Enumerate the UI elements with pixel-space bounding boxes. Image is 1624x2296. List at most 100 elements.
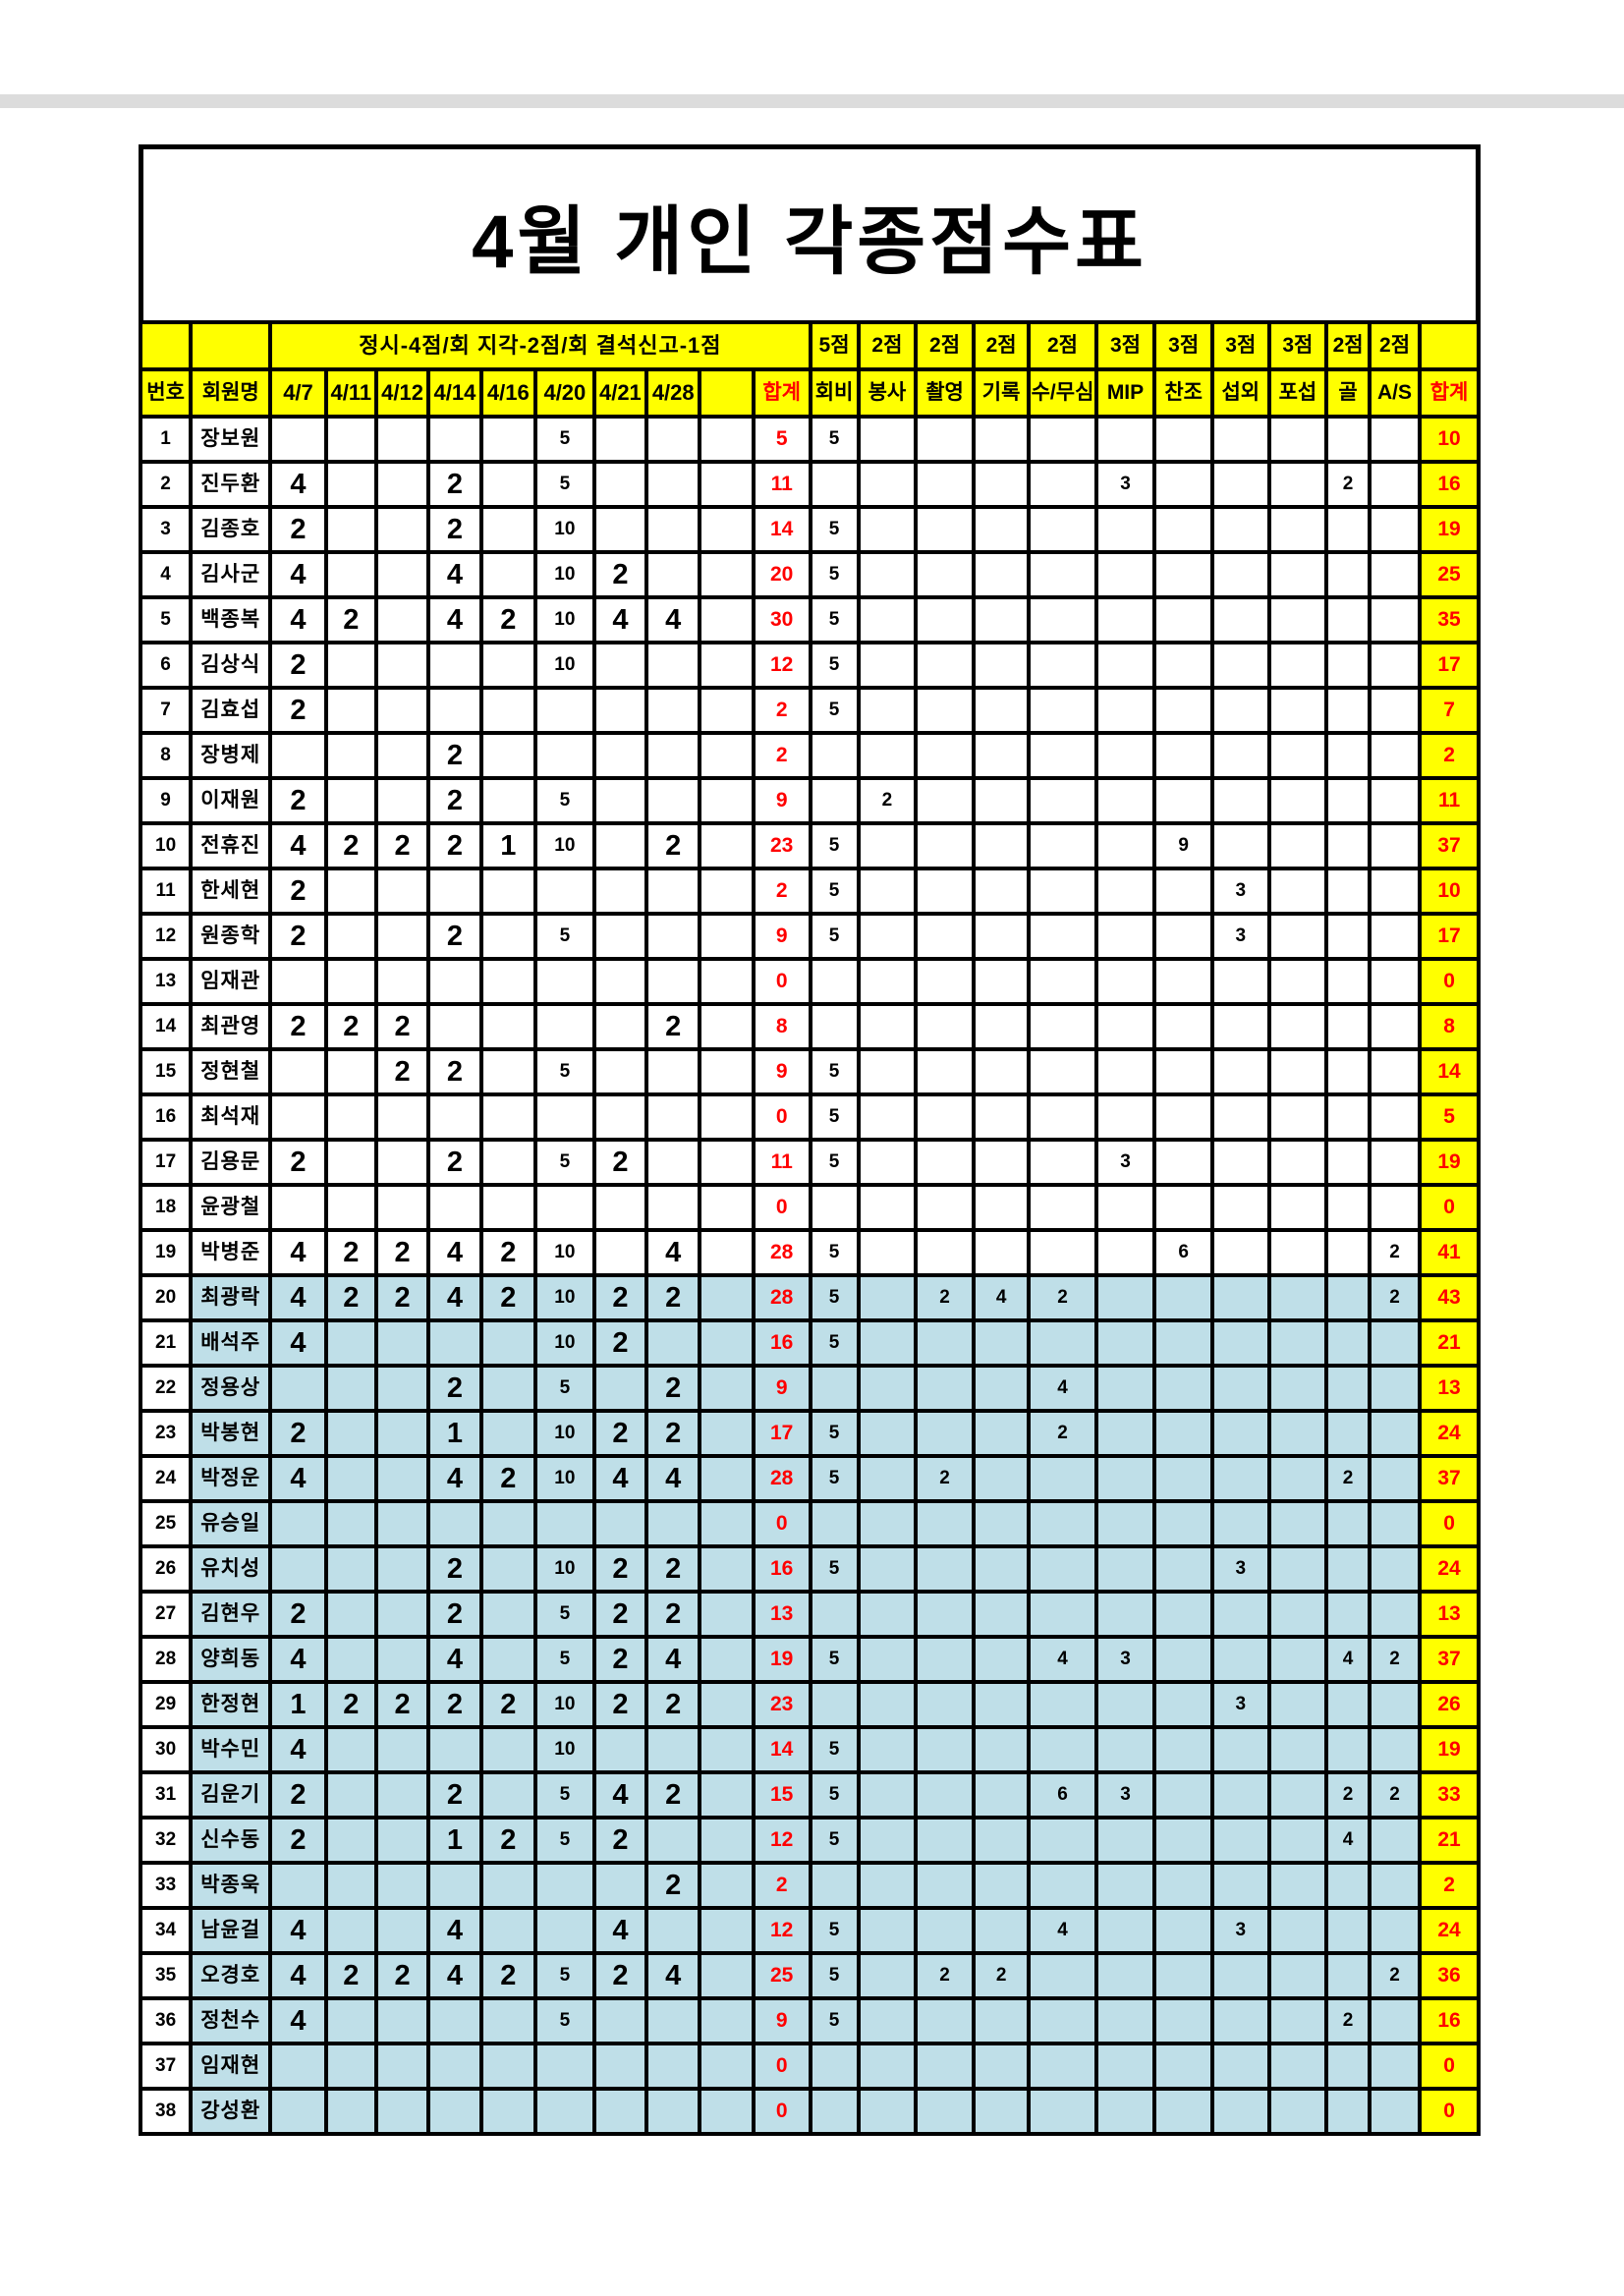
attendance-cell-4/7: 1: [268, 1680, 328, 1729]
attendance-cell-4/16: [478, 1725, 538, 1774]
attendance-sum-cell: 0: [751, 1499, 812, 1548]
attendance-cell-4/14: 2: [426, 1770, 483, 1820]
blank-cell: [698, 1454, 756, 1503]
attendance-cell-4/14: 2: [426, 1590, 483, 1639]
attendance-cell-4/14: 2: [426, 1047, 483, 1096]
member-row: 14 최관영 2 2 2 2 8 8: [138, 1002, 1481, 1051]
attendance-cell-4/14: [426, 1996, 483, 2045]
attendance-cell-4/14: [426, 2042, 483, 2091]
attendance-sum-cell: 20: [751, 550, 812, 599]
extra-cell-골: [1324, 1228, 1372, 1277]
attendance-cell-4/14: 2: [426, 1364, 483, 1413]
extra-cell-회비: 5: [808, 1996, 861, 2045]
member-row: 10 전휴진 4 2 2 2 1 10 2 23 5 9 37: [138, 821, 1481, 870]
attendance-sum-cell: 16: [751, 1318, 812, 1368]
extra-cell-포섭: [1266, 641, 1329, 690]
header-blank-total: [1418, 320, 1481, 371]
attendance-cell-4/14: 4: [426, 550, 483, 599]
extra-cell-촬영: [914, 505, 976, 554]
blank-cell: [698, 1770, 756, 1820]
column-header-4/16: 4/16: [478, 367, 538, 419]
attendance-cell-4/20: [533, 2042, 596, 2091]
extra-cell-A/S: [1367, 1454, 1423, 1503]
extra-cell-수/무심: [1027, 1725, 1098, 1774]
extra-cell-섭외: [1209, 1318, 1271, 1368]
blank-cell: [698, 641, 756, 690]
attendance-cell-4/28: [644, 2042, 702, 2091]
attendance-cell-4/7: 2: [268, 641, 328, 690]
attendance-cell-4/16: [478, 1183, 538, 1232]
grand-total-cell: 24: [1418, 1906, 1481, 1955]
extra-cell-찬조: [1152, 1454, 1214, 1503]
extra-cell-찬조: [1152, 1635, 1214, 1684]
attendance-cell-4/12: [373, 1138, 431, 1187]
extra-cell-회비: 5: [808, 1092, 861, 1142]
grand-total-cell: 16: [1418, 1996, 1481, 2045]
extra-cell-포섭: [1266, 1092, 1329, 1142]
extra-cell-MIP: [1093, 1544, 1157, 1594]
member-row: 2 진두환 4 2 5 11 3 2 16: [138, 460, 1481, 509]
extra-cell-회비: [808, 776, 861, 825]
attendance-cell-4/7: [268, 1092, 328, 1142]
extra-cell-골: 2: [1324, 1770, 1372, 1820]
extra-cell-MIP: [1093, 1725, 1157, 1774]
extra-cell-기록: [971, 957, 1032, 1006]
grand-total-cell: 2: [1418, 1861, 1481, 1910]
attendance-cell-4/12: [373, 550, 431, 599]
member-name: 최석재: [189, 1092, 273, 1142]
attendance-sum-cell: 15: [751, 1770, 812, 1820]
member-row: 13 임재관 0 0: [138, 957, 1481, 1006]
member-number: 14: [138, 1002, 194, 1051]
extra-cell-봉사: [856, 1002, 919, 1051]
extra-cell-포섭: [1266, 1364, 1329, 1413]
extra-cell-수/무심: 2: [1027, 1273, 1098, 1322]
attendance-cell-4/16: 1: [478, 821, 538, 870]
extra-cell-회비: [808, 1680, 861, 1729]
extra-cell-기록: 2: [971, 1951, 1032, 2000]
extra-cell-섭외: [1209, 1047, 1271, 1096]
extra-cell-촬영: 2: [914, 1454, 976, 1503]
attendance-cell-4/7: 4: [268, 1273, 328, 1322]
attendance-cell-4/12: [373, 1499, 431, 1548]
extra-cell-촬영: [914, 1228, 976, 1277]
attendance-cell-4/16: [478, 912, 538, 961]
extra-cell-기록: [971, 1138, 1032, 1187]
attendance-cell-4/21: [591, 2042, 649, 2091]
extra-cell-섭외: [1209, 460, 1271, 509]
extra-cell-포섭: [1266, 2087, 1329, 2136]
attendance-cell-4/20: [533, 1092, 596, 1142]
extra-cell-기록: [971, 821, 1032, 870]
attendance-cell-4/21: [591, 1047, 649, 1096]
member-name: 유승일: [189, 1499, 273, 1548]
blank-cell: [698, 1816, 756, 1865]
header-points-MIP: 3점: [1093, 320, 1157, 371]
member-name: 장보원: [189, 415, 273, 464]
attendance-cell-4/21: 2: [591, 1318, 649, 1368]
attendance-sum-cell: 11: [751, 1138, 812, 1187]
member-name: 박종욱: [189, 1861, 273, 1910]
extra-cell-회비: 5: [808, 867, 861, 916]
extra-cell-골: 2: [1324, 1454, 1372, 1503]
extra-cell-A/S: [1367, 415, 1423, 464]
grand-total-cell: 37: [1418, 1454, 1481, 1503]
attendance-cell-4/28: [644, 460, 702, 509]
attendance-cell-4/14: 4: [426, 1273, 483, 1322]
extra-cell-A/S: [1367, 776, 1423, 825]
blank-cell: [698, 1725, 756, 1774]
extra-cell-촬영: [914, 1770, 976, 1820]
extra-cell-섭외: [1209, 415, 1271, 464]
header-attendance-rule: 정시-4점/회 지각-2점/회 결석신고-1점: [268, 320, 812, 371]
attendance-cell-4/7: 2: [268, 1002, 328, 1051]
member-name: 박봉현: [189, 1409, 273, 1458]
extra-cell-A/S: [1367, 1816, 1423, 1865]
attendance-cell-4/20: [533, 1002, 596, 1051]
extra-cell-기록: [971, 1409, 1032, 1458]
extra-cell-섭외: 3: [1209, 1680, 1271, 1729]
extra-cell-기록: [971, 867, 1032, 916]
attendance-cell-4/28: [644, 1183, 702, 1232]
attendance-cell-4/12: [373, 867, 431, 916]
extra-cell-수/무심: [1027, 1951, 1098, 2000]
extra-cell-회비: 5: [808, 1770, 861, 1820]
extra-cell-골: [1324, 1499, 1372, 1548]
blank-cell: [698, 1544, 756, 1594]
